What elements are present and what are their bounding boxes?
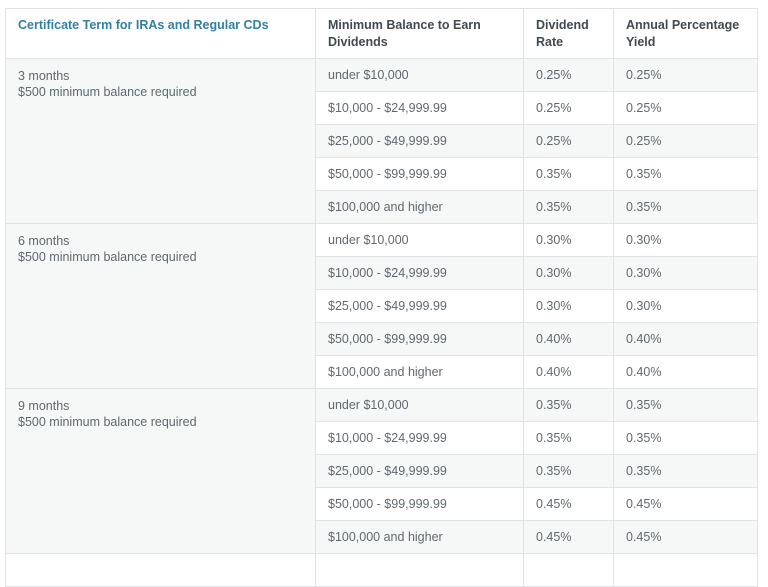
table-row: 3 months $500 minimum balance required u… bbox=[5, 58, 758, 224]
apy-cell bbox=[613, 553, 758, 587]
table-row: $50,000 - $99,999.99 0.45% 0.45% bbox=[6, 487, 758, 521]
column-header-minimum-balance: Minimum Balance to Earn Dividends bbox=[315, 8, 524, 59]
balance-cell: $10,000 - $24,999.99 bbox=[315, 421, 524, 455]
apy-cell: 0.30% bbox=[613, 223, 758, 257]
balance-cell: $25,000 - $49,999.99 bbox=[315, 124, 524, 158]
balance-cell: under $10,000 bbox=[315, 223, 524, 257]
term-note: $500 minimum balance required bbox=[18, 85, 197, 99]
apy-cell: 0.35% bbox=[613, 190, 758, 224]
apy-cell: 0.30% bbox=[613, 256, 758, 290]
dividend-rate-cell: 0.35% bbox=[523, 157, 614, 191]
balance-cell: $100,000 and higher bbox=[315, 520, 524, 554]
dividend-rate-cell: 0.30% bbox=[523, 223, 614, 257]
dividend-rate-cell: 0.30% bbox=[523, 256, 614, 290]
header-row: Certificate Term for IRAs and Regular CD… bbox=[5, 8, 758, 59]
dividend-rate-cell: 0.40% bbox=[523, 322, 614, 356]
apy-cell: 0.25% bbox=[613, 58, 758, 92]
apy-cell: 0.30% bbox=[613, 289, 758, 323]
term-label: 6 months bbox=[18, 234, 70, 248]
balance-cell: $100,000 and higher bbox=[315, 355, 524, 389]
apy-cell: 0.40% bbox=[613, 322, 758, 356]
dividend-rate-cell: 0.25% bbox=[523, 58, 614, 92]
dividend-rate-cell: 0.35% bbox=[523, 190, 614, 224]
dividend-rate-cell: 0.35% bbox=[523, 388, 614, 422]
apy-cell: 0.35% bbox=[613, 454, 758, 488]
table-row: $10,000 - $24,999.99 0.25% 0.25% bbox=[6, 91, 758, 125]
table-row: $50,000 - $99,999.99 0.40% 0.40% bbox=[6, 322, 758, 356]
term-cell-3-months: 3 months $500 minimum balance required bbox=[5, 58, 316, 224]
dividend-rate-cell: 0.35% bbox=[523, 454, 614, 488]
term-label: 3 months bbox=[18, 69, 70, 83]
apy-cell: 0.25% bbox=[613, 91, 758, 125]
partial-row bbox=[5, 553, 758, 587]
term-note: $500 minimum balance required bbox=[18, 415, 197, 429]
table-row: $50,000 - $99,999.99 0.35% 0.35% bbox=[6, 157, 758, 191]
balance-cell: $100,000 and higher bbox=[315, 190, 524, 224]
balance-cell: $25,000 - $49,999.99 bbox=[315, 289, 524, 323]
column-header-dividend-rate: Dividend Rate bbox=[523, 8, 614, 59]
term-cell-9-months: 9 months $500 minimum balance required bbox=[5, 388, 316, 554]
rates-table-container: Certificate Term for IRAs and Regular CD… bbox=[5, 8, 758, 587]
term-cell-6-months: 6 months $500 minimum balance required bbox=[5, 223, 316, 389]
column-header-apy: Annual Percentage Yield bbox=[613, 8, 758, 59]
apy-cell: 0.25% bbox=[613, 124, 758, 158]
apy-cell: 0.35% bbox=[613, 388, 758, 422]
balance-cell: $50,000 - $99,999.99 bbox=[315, 487, 524, 521]
dividend-rate-cell: 0.25% bbox=[523, 124, 614, 158]
balance-cell: $10,000 - $24,999.99 bbox=[315, 256, 524, 290]
term-note: $500 minimum balance required bbox=[18, 250, 197, 264]
apy-cell: 0.35% bbox=[613, 157, 758, 191]
apy-cell: 0.35% bbox=[613, 421, 758, 455]
table-row: $10,000 - $24,999.99 0.30% 0.30% bbox=[6, 256, 758, 290]
apy-cell: 0.40% bbox=[613, 355, 758, 389]
dividend-rate-cell bbox=[523, 553, 614, 587]
balance-cell: $50,000 - $99,999.99 bbox=[315, 157, 524, 191]
table-row: $100,000 and higher 0.45% 0.45% bbox=[6, 520, 758, 554]
balance-cell: $10,000 - $24,999.99 bbox=[315, 91, 524, 125]
table-row: $25,000 - $49,999.99 0.25% 0.25% bbox=[6, 124, 758, 158]
dividend-rate-cell: 0.40% bbox=[523, 355, 614, 389]
table-row: 9 months $500 minimum balance required u… bbox=[5, 388, 758, 554]
rates-table: Certificate Term for IRAs and Regular CD… bbox=[5, 8, 758, 587]
table-row: $25,000 - $49,999.99 0.30% 0.30% bbox=[6, 289, 758, 323]
table-row: $10,000 - $24,999.99 0.35% 0.35% bbox=[6, 421, 758, 455]
balance-cell: under $10,000 bbox=[315, 58, 524, 92]
table-row: 6 months $500 minimum balance required u… bbox=[5, 223, 758, 389]
column-header-certificate-term: Certificate Term for IRAs and Regular CD… bbox=[5, 8, 316, 59]
table-row: $100,000 and higher 0.35% 0.35% bbox=[6, 190, 758, 224]
balance-cell: under $10,000 bbox=[315, 388, 524, 422]
dividend-rate-cell: 0.45% bbox=[523, 487, 614, 521]
dividend-rate-cell: 0.30% bbox=[523, 289, 614, 323]
apy-cell: 0.45% bbox=[613, 520, 758, 554]
balance-cell: $25,000 - $49,999.99 bbox=[315, 454, 524, 488]
balance-cell: $50,000 - $99,999.99 bbox=[315, 322, 524, 356]
dividend-rate-cell: 0.25% bbox=[523, 91, 614, 125]
balance-cell bbox=[315, 553, 524, 587]
term-label: 9 months bbox=[18, 399, 70, 413]
apy-cell: 0.45% bbox=[613, 487, 758, 521]
dividend-rate-cell: 0.45% bbox=[523, 520, 614, 554]
dividend-rate-cell: 0.35% bbox=[523, 421, 614, 455]
table-row: $100,000 and higher 0.40% 0.40% bbox=[6, 355, 758, 389]
term-cell-partial bbox=[5, 553, 316, 587]
